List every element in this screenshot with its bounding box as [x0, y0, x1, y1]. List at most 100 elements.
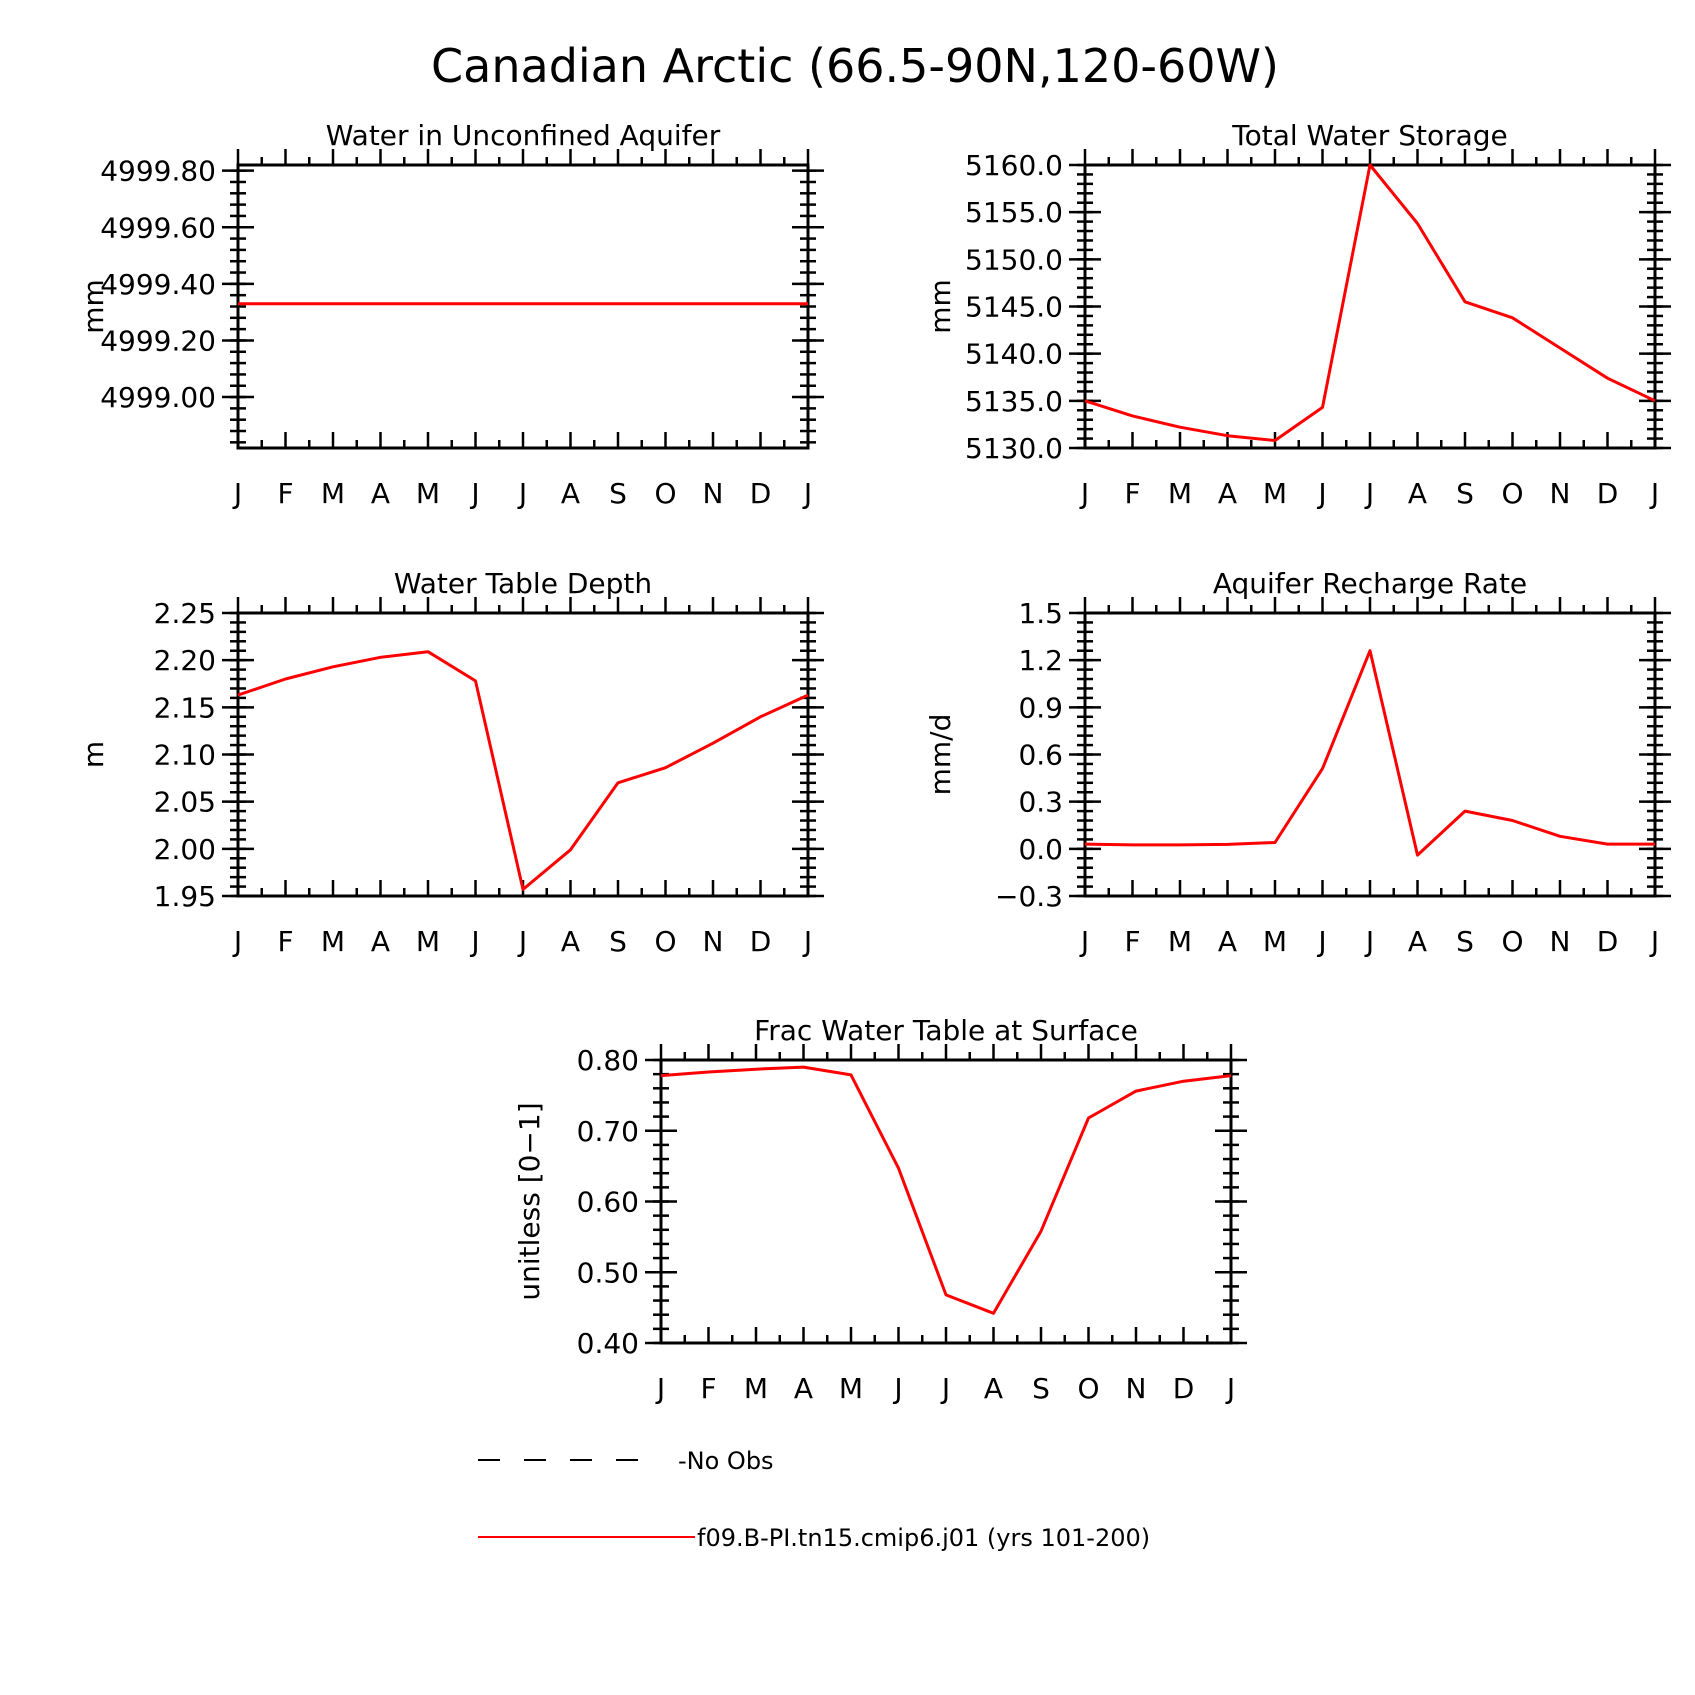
panel-title: Aquifer Recharge Rate [1213, 567, 1527, 600]
x-tick-label: N [703, 477, 724, 510]
x-tick-label: J [232, 925, 242, 958]
series-line-model [1084, 649, 1655, 857]
x-tick-label: J [1079, 925, 1089, 958]
y-axis-label: m [77, 741, 110, 768]
y-tick-label: 2.00 [154, 833, 216, 866]
x-tick-label: F [277, 477, 293, 510]
y-tick-label: 0.80 [577, 1044, 639, 1077]
y-tick-label: 0.9 [1018, 691, 1063, 724]
x-tick-label: J [469, 477, 479, 510]
panel-title: Water Table Depth [394, 567, 652, 600]
x-tick-label: A [1408, 477, 1427, 510]
x-tick-label: N [1550, 925, 1571, 958]
x-tick-label: D [750, 925, 772, 958]
x-tick-label: J [517, 477, 527, 510]
x-tick-label: M [744, 1372, 768, 1405]
y-tick-label: 2.10 [154, 739, 216, 772]
y-tick-label: 0.0 [1018, 833, 1063, 866]
series-line-model [660, 1065, 1232, 1315]
plot-frame [236, 611, 810, 898]
y-tick-label: 1.5 [1018, 597, 1063, 630]
y-tick-label: 5155.0 [965, 196, 1063, 229]
x-tick-label: J [469, 925, 479, 958]
x-tick-label: N [1550, 477, 1571, 510]
y-tick-label: 0.60 [577, 1186, 639, 1219]
series-line-model [1084, 163, 1656, 442]
x-tick-label: M [1263, 925, 1287, 958]
x-tick-label: S [1032, 1372, 1050, 1405]
x-tick-label: A [984, 1372, 1003, 1405]
y-tick-label: 4999.60 [100, 211, 216, 244]
y-axis-label: mm [77, 279, 110, 334]
y-tick-label: 0.40 [577, 1327, 639, 1360]
plot-frame [659, 1058, 1233, 1345]
x-tick-label: F [1124, 477, 1140, 510]
x-tick-label: J [517, 925, 527, 958]
y-tick-label: 2.20 [154, 644, 216, 677]
x-tick-label: A [561, 477, 580, 510]
panel-title: Water in Unconfined Aquifer [326, 119, 721, 152]
x-tick-label: S [1456, 925, 1474, 958]
x-tick-label: S [609, 925, 627, 958]
x-tick-label: N [703, 925, 724, 958]
x-tick-label: M [1168, 477, 1192, 510]
x-tick-label: J [802, 477, 812, 510]
x-tick-label: D [750, 477, 772, 510]
y-tick-label: 4999.80 [100, 155, 216, 188]
x-tick-label: J [1225, 1372, 1235, 1405]
x-tick-label: A [1218, 925, 1237, 958]
x-tick-label: J [1364, 477, 1374, 510]
y-tick-label: 1.2 [1018, 644, 1063, 677]
x-tick-label: F [700, 1372, 716, 1405]
y-axis-label: mm/d [924, 714, 957, 796]
y-tick-label: 5130.0 [965, 432, 1063, 465]
main-title: Canadian Arctic (66.5-90N,120-60W) [431, 39, 1279, 93]
plot-frame [236, 163, 810, 450]
y-tick-label: 2.15 [154, 691, 216, 724]
x-tick-label: F [277, 925, 293, 958]
x-tick-label: M [416, 925, 440, 958]
x-tick-label: N [1126, 1372, 1147, 1405]
legend: -No Obs f09.B-PI.tn15.cmip6.j01 (yrs 101… [478, 1447, 1150, 1552]
x-tick-label: S [609, 477, 627, 510]
x-tick-label: J [1316, 925, 1326, 958]
x-tick-label: A [371, 925, 390, 958]
y-tick-label: 0.6 [1018, 739, 1063, 772]
x-tick-label: O [1077, 1372, 1099, 1405]
x-tick-label: A [1408, 925, 1427, 958]
legend-label-model: f09.B-PI.tn15.cmip6.j01 (yrs 101-200) [697, 1524, 1150, 1552]
y-tick-label: 5140.0 [965, 338, 1063, 371]
legend-label-obs: -No Obs [678, 1447, 774, 1475]
x-tick-label: D [1173, 1372, 1195, 1405]
x-tick-label: A [371, 477, 390, 510]
x-tick-label: J [802, 925, 812, 958]
x-tick-label: O [654, 477, 676, 510]
y-tick-label: 0.3 [1018, 786, 1063, 819]
x-tick-label: A [1218, 477, 1237, 510]
x-tick-label: J [1364, 925, 1374, 958]
y-tick-label: 1.95 [154, 880, 216, 913]
x-tick-label: J [892, 1372, 902, 1405]
x-tick-label: J [232, 477, 242, 510]
x-tick-label: J [1649, 477, 1659, 510]
y-tick-label: 0.50 [577, 1256, 639, 1289]
x-tick-label: F [1124, 925, 1140, 958]
y-tick-label: 4999.00 [100, 381, 216, 414]
y-tick-label: −0.3 [995, 880, 1063, 913]
panel-title: Frac Water Table at Surface [754, 1014, 1138, 1047]
y-axis-label: mm [924, 279, 957, 334]
x-tick-label: S [1456, 477, 1474, 510]
x-tick-label: M [1168, 925, 1192, 958]
y-tick-label: 5160.0 [965, 149, 1063, 182]
y-tick-label: 4999.40 [100, 268, 216, 301]
panel-title: Total Water Storage [1231, 119, 1508, 152]
x-tick-label: J [940, 1372, 950, 1405]
series-line-model [237, 650, 809, 891]
x-tick-label: J [1079, 477, 1089, 510]
y-tick-label: 2.25 [154, 597, 216, 630]
x-tick-label: M [321, 477, 345, 510]
y-tick-label: 2.05 [154, 786, 216, 819]
